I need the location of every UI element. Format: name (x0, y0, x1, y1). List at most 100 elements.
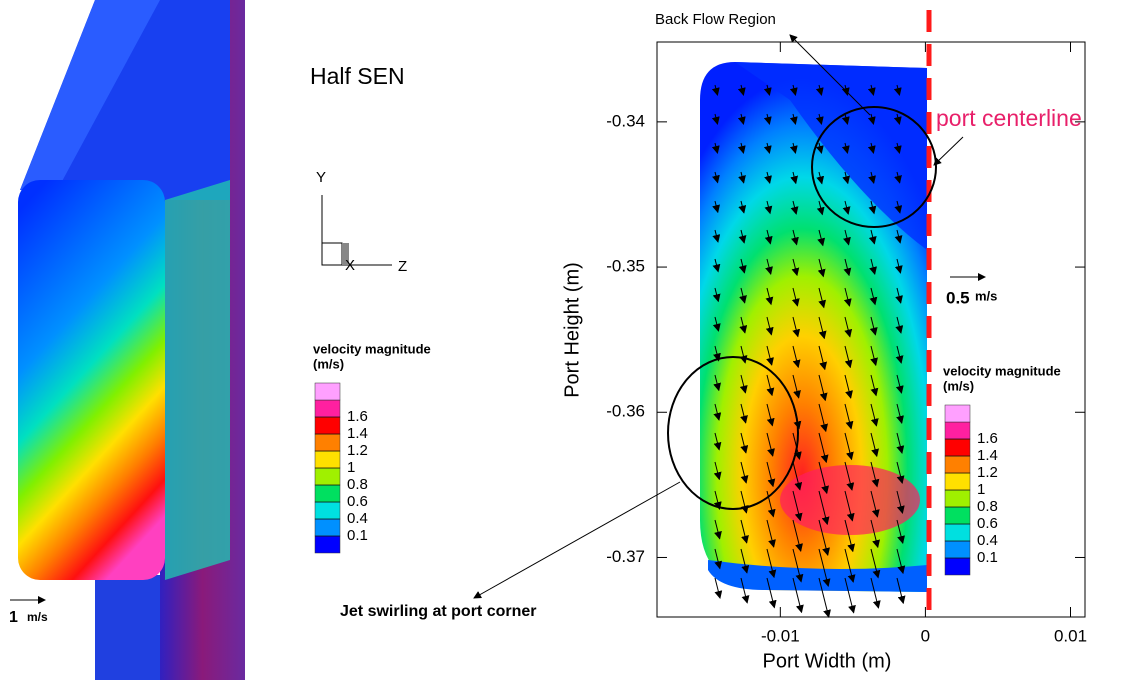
legend-swatch (944, 472, 971, 491)
vector (817, 229, 826, 247)
x-tick-label: 0.01 (1054, 626, 1087, 645)
vector (766, 461, 776, 488)
y-tick-label: -0.35 (606, 257, 645, 276)
vector (712, 316, 721, 332)
legend-label: 0.8 (347, 476, 368, 493)
vector (841, 142, 850, 154)
vector (844, 519, 856, 553)
annotation: Jet swirling at port corner (340, 603, 536, 620)
legend-label: 1.6 (347, 408, 368, 425)
vector (844, 374, 853, 399)
annotation: port centerline (936, 105, 1082, 131)
legend-label: 1.4 (977, 447, 998, 464)
vector (870, 403, 879, 427)
vector (789, 142, 798, 154)
vector (815, 142, 824, 154)
vector (869, 287, 878, 306)
vector (844, 316, 853, 338)
vector (792, 374, 801, 399)
vector (713, 432, 722, 451)
vector (766, 403, 775, 427)
vector (895, 287, 903, 304)
vector (844, 432, 854, 461)
vector (844, 345, 853, 369)
scale-value: 0.5 (946, 288, 970, 307)
vector (714, 519, 722, 540)
vector (766, 374, 775, 397)
legend-label: 0.6 (977, 515, 998, 532)
vector (766, 345, 774, 366)
y-axis-label: Port Height (m) (561, 262, 583, 398)
legend-swatch (944, 455, 971, 474)
legend-swatch (314, 535, 341, 554)
axis-y: Y (316, 169, 326, 186)
legend-title: velocity magnitude (943, 363, 1061, 378)
vector (893, 113, 902, 125)
vector (841, 113, 850, 125)
legend-label: 1.4 (347, 425, 368, 442)
vector (867, 84, 876, 96)
vector (818, 432, 829, 464)
sen-geometry (18, 0, 245, 680)
vector (791, 258, 800, 277)
plot-frame (656, 41, 1086, 618)
legend-swatch (314, 518, 341, 537)
scale-unit: m/s (27, 610, 48, 624)
vector (843, 229, 851, 246)
vector (763, 113, 772, 125)
vector (818, 577, 831, 618)
vector (870, 519, 880, 549)
vector (842, 200, 851, 215)
vector (738, 200, 747, 214)
vector (842, 171, 850, 185)
velocity-vectors (711, 84, 906, 618)
vector (738, 258, 747, 274)
vector (817, 258, 826, 278)
vector (870, 374, 879, 397)
vector (711, 113, 720, 125)
vector (764, 200, 773, 215)
legend-swatch (314, 399, 341, 418)
vector (870, 461, 880, 488)
vector (739, 374, 748, 394)
vector (792, 548, 804, 583)
vector (740, 432, 749, 454)
vector (868, 229, 877, 245)
legend-label: 1 (347, 459, 355, 476)
vector (713, 490, 722, 510)
vector (737, 84, 746, 96)
y-tick-label: -0.34 (606, 111, 645, 130)
legend-swatch (314, 467, 341, 486)
vector (766, 432, 775, 457)
legend-swatch (944, 523, 971, 542)
legend-unit: (m/s) (313, 356, 344, 371)
legend-title: velocity magnitude (313, 341, 431, 356)
vector (843, 287, 852, 307)
vector (870, 577, 881, 609)
annotation: Back Flow Region (655, 11, 776, 28)
vector (791, 229, 799, 246)
vector (789, 113, 798, 125)
vector (895, 374, 904, 394)
vector (714, 577, 723, 600)
vector (766, 490, 776, 518)
vector (896, 548, 906, 575)
legend-swatch (314, 501, 341, 520)
vector (818, 374, 828, 402)
vector (896, 432, 905, 454)
vector (896, 403, 904, 424)
arrow (933, 136, 964, 166)
vector (792, 316, 801, 338)
vector (792, 461, 803, 491)
axis-triad (321, 195, 392, 266)
vector (843, 258, 852, 277)
vector (790, 171, 798, 185)
vector (895, 316, 904, 334)
x-axis-label: Port Width (m) (763, 650, 892, 672)
vector (712, 287, 721, 303)
vector (818, 287, 827, 309)
vector (894, 200, 903, 214)
vector (895, 345, 904, 364)
vector (713, 461, 722, 481)
